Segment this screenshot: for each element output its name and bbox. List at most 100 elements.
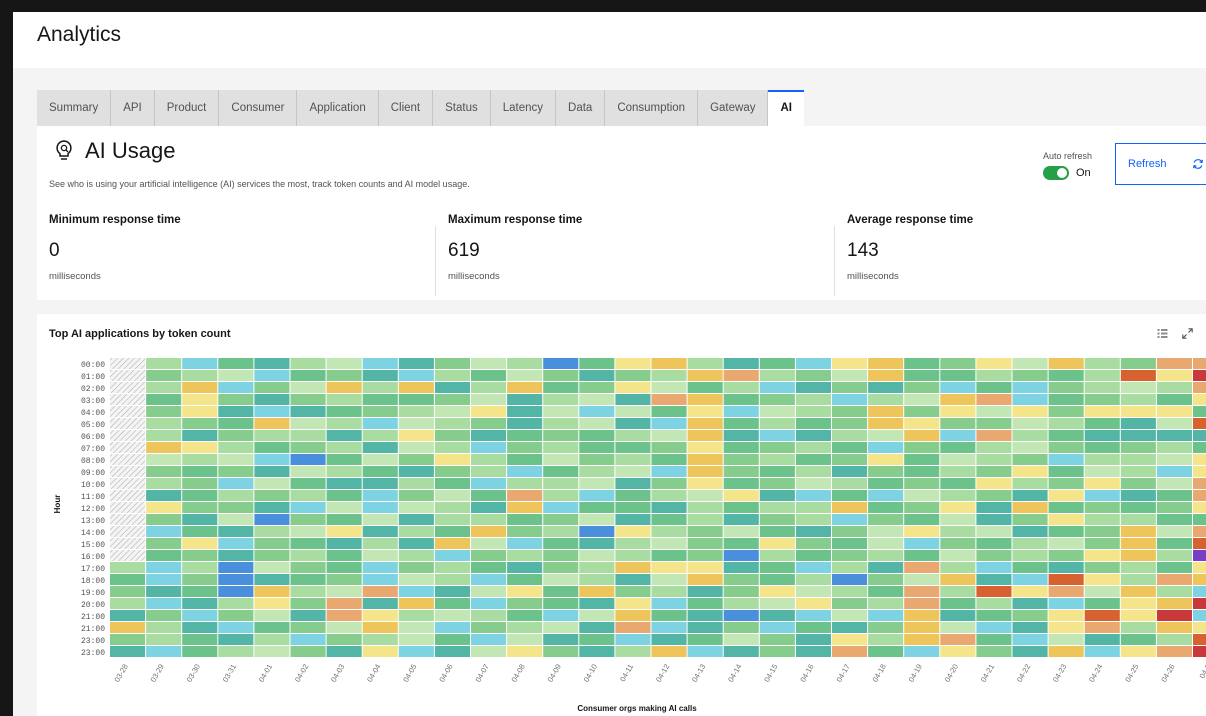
heatmap-cell[interactable] [146,442,182,453]
heatmap-cell[interactable] [651,358,687,369]
heatmap-cell[interactable] [1084,442,1120,453]
heatmap-cell[interactable] [362,634,398,645]
heatmap-cell[interactable] [723,646,759,657]
heatmap-cell[interactable] [687,646,723,657]
heatmap-cell[interactable] [940,406,976,417]
heatmap-cell[interactable] [579,574,615,585]
heatmap-cell[interactable] [182,490,218,501]
heatmap-cell[interactable] [651,406,687,417]
heatmap-cell[interactable] [146,598,182,609]
heatmap-cell[interactable] [182,586,218,597]
heatmap-cell[interactable] [579,634,615,645]
heatmap-cell[interactable] [182,394,218,405]
heatmap-cell[interactable] [471,454,507,465]
heatmap-cell[interactable] [868,406,904,417]
heatmap-cell[interactable] [651,418,687,429]
heatmap-cell[interactable] [110,418,146,429]
heatmap-cell[interactable] [832,442,868,453]
heatmap-cell[interactable] [182,454,218,465]
heatmap-cell[interactable] [218,598,254,609]
heatmap-cell[interactable] [615,526,651,537]
heatmap-cell[interactable] [1193,598,1206,609]
heatmap-cell[interactable] [904,478,940,489]
heatmap-cell[interactable] [290,418,326,429]
heatmap-cell[interactable] [326,514,362,525]
heatmap-cell[interactable] [326,382,362,393]
heatmap-cell[interactable] [507,526,543,537]
heatmap-cell[interactable] [254,562,290,573]
heatmap-cell[interactable] [868,442,904,453]
heatmap-cell[interactable] [1048,478,1084,489]
heatmap-cell[interactable] [434,490,470,501]
heatmap-cell[interactable] [1120,634,1156,645]
heatmap-cell[interactable] [687,598,723,609]
heatmap-cell[interactable] [651,430,687,441]
heatmap-cell[interactable] [1012,478,1048,489]
heatmap-cell[interactable] [326,586,362,597]
heatmap-cell[interactable] [1120,394,1156,405]
heatmap-cell[interactable] [904,574,940,585]
heatmap-cell[interactable] [398,562,434,573]
heatmap-cell[interactable] [976,550,1012,561]
heatmap-cell[interactable] [182,358,218,369]
heatmap-cell[interactable] [759,454,795,465]
heatmap-cell[interactable] [110,394,146,405]
heatmap-cell[interactable] [904,526,940,537]
heatmap-cell[interactable] [543,370,579,381]
heatmap-cell[interactable] [759,538,795,549]
heatmap-cell[interactable] [1012,442,1048,453]
heatmap-cell[interactable] [579,598,615,609]
heatmap-cell[interactable] [940,502,976,513]
heatmap-cell[interactable] [182,646,218,657]
heatmap-cell[interactable] [904,550,940,561]
heatmap-cell[interactable] [1012,562,1048,573]
heatmap-cell[interactable] [434,406,470,417]
heatmap-cell[interactable] [651,646,687,657]
heatmap-cell[interactable] [218,370,254,381]
heatmap-cell[interactable] [146,622,182,633]
heatmap-cell[interactable] [290,358,326,369]
heatmap-cell[interactable] [290,382,326,393]
heatmap-cell[interactable] [723,406,759,417]
maximize-icon[interactable] [1182,328,1193,339]
heatmap-cell[interactable] [146,382,182,393]
heatmap-cell[interactable] [434,370,470,381]
heatmap-cell[interactable] [795,502,831,513]
heatmap-cell[interactable] [579,418,615,429]
heatmap-cell[interactable] [110,646,146,657]
heatmap-cell[interactable] [507,646,543,657]
heatmap-cell[interactable] [976,394,1012,405]
heatmap-cell[interactable] [976,622,1012,633]
heatmap-cell[interactable] [182,466,218,477]
heatmap-cell[interactable] [687,358,723,369]
heatmap-cell[interactable] [290,514,326,525]
heatmap-cell[interactable] [940,634,976,645]
heatmap-cell[interactable] [1012,358,1048,369]
heatmap-cell[interactable] [795,466,831,477]
heatmap-cell[interactable] [182,574,218,585]
heatmap-cell[interactable] [579,646,615,657]
heatmap-cell[interactable] [940,574,976,585]
heatmap-cell[interactable] [687,454,723,465]
heatmap-cell[interactable] [110,478,146,489]
heatmap-cell[interactable] [543,478,579,489]
heatmap-cell[interactable] [759,418,795,429]
heatmap-cell[interactable] [1048,370,1084,381]
heatmap-cell[interactable] [362,550,398,561]
heatmap-cell[interactable] [254,430,290,441]
heatmap-cell[interactable] [1084,550,1120,561]
heatmap-cell[interactable] [1012,382,1048,393]
heatmap-cell[interactable] [976,382,1012,393]
heatmap-cell[interactable] [615,574,651,585]
heatmap-cell[interactable] [1120,502,1156,513]
heatmap-cell[interactable] [759,478,795,489]
heatmap-cell[interactable] [868,526,904,537]
heatmap-cell[interactable] [723,490,759,501]
heatmap-cell[interactable] [795,586,831,597]
heatmap-cell[interactable] [471,394,507,405]
heatmap-cell[interactable] [362,538,398,549]
heatmap-cell[interactable] [1012,406,1048,417]
heatmap-cell[interactable] [290,478,326,489]
heatmap-cell[interactable] [254,358,290,369]
heatmap-cell[interactable] [1156,430,1192,441]
